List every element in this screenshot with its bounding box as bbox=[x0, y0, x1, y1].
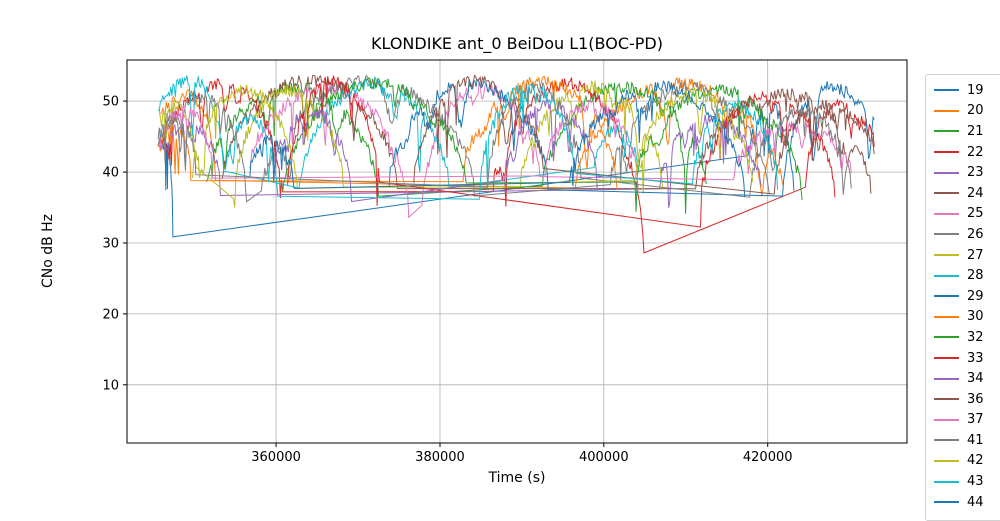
series-line-32 bbox=[282, 76, 803, 212]
legend-item-28: 28 bbox=[934, 265, 1000, 286]
plot-canvas: 360000 380000 400000 420000 10 20 30 40 50 bbox=[102, 59, 908, 465]
y-tick-label: 50 bbox=[102, 95, 119, 110]
y-tick-label: 30 bbox=[102, 237, 119, 252]
legend-item-25: 25 bbox=[934, 204, 1000, 225]
legend-label: 26 bbox=[967, 226, 984, 242]
legend-line-swatch bbox=[934, 109, 959, 112]
x-tick-label: 400000 bbox=[579, 450, 629, 465]
legend-label: 32 bbox=[967, 329, 984, 345]
legend-item-19: 19 bbox=[934, 80, 1000, 101]
series-line-41 bbox=[157, 81, 852, 198]
legend-item-24: 24 bbox=[934, 183, 1000, 204]
legend-item-37: 37 bbox=[934, 410, 1000, 431]
legend-label: 41 bbox=[967, 432, 984, 448]
axes-frame bbox=[126, 59, 908, 444]
legend-line-swatch bbox=[934, 398, 959, 401]
legend-item-23: 23 bbox=[934, 162, 1000, 183]
legend-item-32: 32 bbox=[934, 327, 1000, 348]
legend-item-34: 34 bbox=[934, 368, 1000, 389]
legend-line-swatch bbox=[934, 151, 959, 154]
legend-label: 19 bbox=[967, 82, 984, 98]
legend-item-33: 33 bbox=[934, 348, 1000, 369]
legend-item-36: 36 bbox=[934, 389, 1000, 410]
legend-line-swatch bbox=[934, 130, 959, 133]
series-line-36 bbox=[413, 74, 875, 195]
series-line-19 bbox=[159, 102, 795, 238]
legend-label: 42 bbox=[967, 453, 984, 469]
legend-label: 33 bbox=[967, 350, 984, 366]
legend-line-swatch bbox=[934, 418, 959, 421]
legend: 19 20 21 22 23 24 25 26 27 28 29 30 32 33 34 36 37 41 42 43… bbox=[925, 74, 1000, 521]
legend-line-swatch bbox=[934, 336, 959, 339]
legend-label: 43 bbox=[967, 474, 984, 490]
legend-label: 25 bbox=[967, 206, 984, 222]
legend-label: 36 bbox=[967, 391, 984, 407]
legend-line-swatch bbox=[934, 315, 959, 318]
series-line-34 bbox=[274, 98, 598, 203]
legend-item-27: 27 bbox=[934, 245, 1000, 266]
legend-item-43: 43 bbox=[934, 471, 1000, 492]
legend-line-swatch bbox=[934, 192, 959, 195]
legend-item-42: 42 bbox=[934, 451, 1000, 472]
legend-label: 27 bbox=[967, 247, 984, 263]
legend-line-swatch bbox=[934, 357, 959, 360]
series-line-43 bbox=[224, 83, 778, 200]
legend-line-swatch bbox=[934, 212, 959, 215]
legend-item-29: 29 bbox=[934, 286, 1000, 307]
x-axis-label: Time (s) bbox=[488, 470, 546, 486]
legend-line-swatch bbox=[934, 439, 959, 442]
legend-line-swatch bbox=[934, 233, 959, 236]
legend-item-41: 41 bbox=[934, 430, 1000, 451]
legend-label: 37 bbox=[967, 412, 984, 428]
legend-line-swatch bbox=[934, 480, 959, 483]
legend-label: 21 bbox=[967, 123, 984, 139]
legend-label: 24 bbox=[967, 185, 984, 201]
legend-label: 44 bbox=[967, 494, 984, 510]
series-line-33 bbox=[287, 75, 836, 228]
x-tick-label: 380000 bbox=[415, 450, 465, 465]
legend-label: 23 bbox=[967, 165, 984, 181]
y-tick-label: 40 bbox=[102, 166, 119, 181]
legend-line-swatch bbox=[934, 377, 959, 380]
series-line-42 bbox=[192, 84, 754, 190]
figure: KLONDIKE ant_0 BeiDou L1(BOC-PD) CNo dB … bbox=[40, 34, 1000, 521]
legend-label: 28 bbox=[967, 268, 984, 284]
legend-label: 34 bbox=[967, 371, 984, 387]
series-line-29 bbox=[388, 78, 875, 197]
y-tick-label: 10 bbox=[102, 378, 119, 393]
legend-line-swatch bbox=[934, 295, 959, 298]
legend-line-swatch bbox=[934, 274, 959, 277]
legend-line-swatch bbox=[934, 171, 959, 174]
legend-label: 22 bbox=[967, 144, 984, 160]
legend-item-21: 21 bbox=[934, 121, 1000, 142]
legend-label: 30 bbox=[967, 309, 984, 325]
legend-label: 20 bbox=[967, 103, 984, 119]
series-line-37 bbox=[159, 99, 639, 193]
chart-title: KLONDIKE ant_0 BeiDou L1(BOC-PD) bbox=[371, 34, 663, 53]
legend-item-22: 22 bbox=[934, 142, 1000, 163]
series-line-30 bbox=[157, 76, 618, 190]
legend-line-swatch bbox=[934, 459, 959, 462]
legend-line-swatch bbox=[934, 89, 959, 92]
x-tick-label: 420000 bbox=[743, 450, 793, 465]
legend-line-swatch bbox=[934, 501, 959, 504]
legend-item-20: 20 bbox=[934, 101, 1000, 122]
legend-item-44: 44 bbox=[934, 492, 1000, 513]
y-tick-label: 20 bbox=[102, 307, 119, 322]
x-tick-label: 360000 bbox=[251, 450, 301, 465]
legend-item-30: 30 bbox=[934, 307, 1000, 328]
series-line-24 bbox=[221, 75, 872, 194]
series-line-27 bbox=[157, 80, 664, 208]
legend-line-swatch bbox=[934, 254, 959, 257]
legend-item-26: 26 bbox=[934, 224, 1000, 245]
series-line-44 bbox=[249, 80, 746, 198]
legend-label: 29 bbox=[967, 288, 984, 304]
